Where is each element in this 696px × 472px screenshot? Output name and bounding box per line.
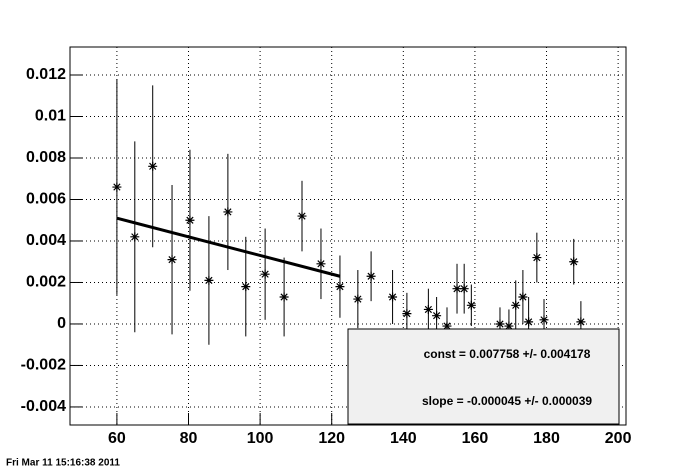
stats-text: slope = -0.000045 +/- 0.000039 — [422, 394, 592, 408]
marker — [204, 275, 214, 285]
marker — [279, 292, 289, 302]
marker — [366, 271, 376, 281]
marker — [316, 259, 326, 269]
marker — [112, 182, 122, 192]
y-tick-label: 0.01 — [35, 108, 66, 125]
marker — [511, 300, 521, 310]
marker — [167, 255, 177, 265]
y-tick-label: -0.004 — [21, 398, 66, 415]
y-tick-label: 0.002 — [26, 274, 66, 291]
marker — [466, 300, 476, 310]
marker — [432, 311, 442, 321]
marker — [185, 215, 195, 225]
x-tick-label: 60 — [108, 430, 126, 447]
fit-line — [116, 216, 341, 278]
stats-text: const = 0.007758 +/- 0.004178 — [424, 347, 591, 361]
y-tick-label: -0.002 — [21, 357, 66, 374]
y-tick-label: 0.004 — [26, 232, 66, 249]
footer: Fri Mar 11 15:16:38 2011 — [6, 458, 120, 469]
marker — [524, 317, 534, 327]
y-tick-label: 0 — [57, 315, 66, 332]
marker — [504, 321, 514, 331]
marker — [423, 304, 433, 314]
marker — [402, 309, 412, 319]
marker — [241, 282, 251, 292]
x-tick-label: 80 — [180, 430, 198, 447]
marker — [148, 161, 158, 171]
x-tick-label: 160 — [462, 430, 489, 447]
marker — [388, 292, 398, 302]
marker — [442, 321, 452, 331]
y-tick-label: 0.006 — [26, 191, 66, 208]
marker — [459, 284, 469, 294]
marker — [130, 232, 140, 242]
y-tick-label: 0.008 — [26, 149, 66, 166]
marker — [335, 282, 345, 292]
marker — [452, 284, 462, 294]
plot-frame — [69, 46, 627, 426]
marker — [569, 257, 579, 267]
marker — [539, 315, 549, 325]
x-tick-label: 120 — [318, 430, 345, 447]
marker — [297, 211, 307, 221]
marker — [576, 317, 586, 327]
marker — [353, 294, 363, 304]
marker — [260, 269, 270, 279]
marker — [518, 292, 528, 302]
marker — [495, 319, 505, 329]
stats-box — [347, 328, 620, 425]
x-tick-label: 100 — [247, 430, 274, 447]
marker — [223, 207, 233, 217]
y-tick-label: 0.012 — [26, 66, 66, 83]
x-tick-label: 140 — [390, 430, 417, 447]
x-tick-label: 200 — [605, 430, 632, 447]
marker — [532, 253, 542, 263]
x-tick-label: 180 — [533, 430, 560, 447]
